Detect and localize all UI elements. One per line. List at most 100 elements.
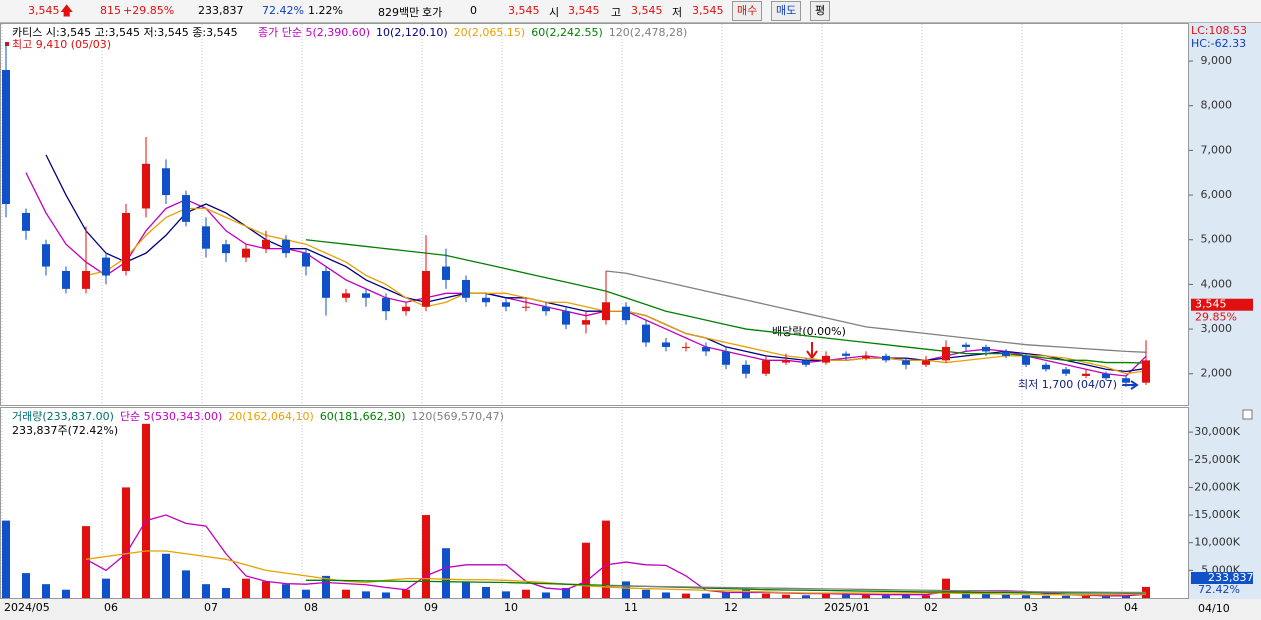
candle-body bbox=[182, 195, 190, 222]
turnover: 1.22% bbox=[308, 4, 343, 17]
candle-body bbox=[522, 306, 530, 308]
change: 815 bbox=[100, 4, 121, 17]
buy-button[interactable]: 매수 bbox=[732, 1, 763, 21]
candle-body bbox=[1102, 373, 1110, 379]
candle-body bbox=[902, 360, 910, 365]
y-tick-label: 6,000 bbox=[1201, 188, 1233, 201]
volume-bar bbox=[1022, 595, 1030, 598]
candle-body bbox=[22, 212, 30, 231]
x-tick-label: 2024/05 bbox=[4, 601, 50, 614]
y-tick-label: 4,000 bbox=[1201, 277, 1233, 290]
volume-bar bbox=[262, 581, 270, 598]
volume-ratio: 72.42% bbox=[262, 4, 304, 17]
volume-bar bbox=[102, 578, 110, 598]
volume-bar bbox=[302, 589, 310, 598]
volume-bar bbox=[742, 589, 750, 598]
legend-entry: 20(162,064,10) bbox=[228, 410, 314, 423]
candle-body bbox=[722, 351, 730, 365]
candle-body bbox=[102, 257, 110, 276]
volume-bar bbox=[902, 594, 910, 598]
high-label: 고 bbox=[611, 6, 622, 19]
y-tick-label: 3,000 bbox=[1201, 322, 1233, 335]
volume-bar bbox=[882, 595, 890, 598]
amount: 829백만 bbox=[378, 6, 420, 19]
candle-body bbox=[702, 346, 710, 352]
y-tick-label: 25,000K bbox=[1194, 453, 1240, 466]
hc-label: HC:-62.33 bbox=[1191, 37, 1246, 50]
x-tick-label: 08 bbox=[304, 601, 318, 614]
volume-bar bbox=[522, 589, 530, 598]
volume-bar bbox=[1082, 595, 1090, 598]
legend-entry: 10(2,120.10) bbox=[376, 26, 448, 39]
y-tick-label: 10,000K bbox=[1194, 536, 1240, 549]
volume-bar bbox=[702, 593, 710, 598]
candle-body bbox=[822, 355, 830, 363]
x-tick-label: 04 bbox=[1124, 601, 1138, 614]
candle-body bbox=[142, 163, 150, 209]
min-arrow bbox=[1122, 380, 1139, 390]
volume-bar bbox=[342, 589, 350, 598]
legend-entry: 60(181,662,30) bbox=[320, 410, 406, 423]
price: 3,545 bbox=[28, 4, 60, 17]
volume-bar bbox=[602, 520, 610, 598]
volume-bar bbox=[562, 588, 570, 598]
volume-marker-box bbox=[1191, 572, 1253, 584]
ma-line bbox=[306, 579, 1146, 594]
legend-entry: 120(569,570,47) bbox=[411, 410, 504, 423]
volume-panel bbox=[0, 407, 1189, 599]
candle-body bbox=[662, 342, 670, 347]
avg-button[interactable]: 평 bbox=[810, 1, 831, 21]
candle-body bbox=[322, 271, 330, 298]
volume-bar bbox=[922, 595, 930, 598]
ma-line bbox=[85, 550, 1146, 596]
top-bar: 3,545 🡅 815 +29.85% 233,837 72.42% 1.22%… bbox=[0, 0, 1261, 23]
volume-bar bbox=[362, 591, 370, 598]
volume-bar bbox=[502, 591, 510, 598]
candle-body bbox=[302, 253, 310, 267]
candle-body bbox=[982, 346, 990, 352]
candle-body bbox=[262, 239, 270, 249]
candle-body bbox=[1142, 360, 1150, 383]
volume-bar bbox=[442, 548, 450, 598]
volume-bar bbox=[222, 588, 230, 598]
candle-body bbox=[942, 346, 950, 361]
candle-body bbox=[82, 271, 90, 289]
current-price-box bbox=[1191, 298, 1253, 311]
candle-body bbox=[42, 244, 50, 267]
volume-bar bbox=[2, 520, 10, 598]
volume-bar bbox=[242, 578, 250, 598]
x-tick-label: 03 bbox=[1024, 601, 1038, 614]
x-tick-label: 02 bbox=[924, 601, 938, 614]
sell-button[interactable]: 매도 bbox=[771, 1, 802, 21]
volume-bar bbox=[322, 575, 330, 598]
legend-entry: 120(2,478,28) bbox=[609, 26, 688, 39]
candle-body bbox=[962, 344, 970, 347]
volume-bar bbox=[142, 423, 150, 598]
open: 3,545 bbox=[568, 4, 600, 17]
lc-label: LC:108.53 bbox=[1191, 24, 1247, 37]
exdiv-annotation: 배당락(0.00%) bbox=[772, 325, 846, 338]
exdiv-arrow bbox=[806, 342, 818, 360]
volume-bar bbox=[162, 553, 170, 598]
candle-body bbox=[642, 324, 650, 343]
y-tick-label: 8,000 bbox=[1201, 99, 1233, 112]
panel-button[interactable] bbox=[1242, 409, 1253, 420]
volume-bar bbox=[962, 591, 970, 598]
legend-entry: 단순 5(530,343.00) bbox=[120, 410, 222, 423]
max-annotation: 최고 9,410 (05/03) bbox=[12, 38, 111, 51]
candle-body bbox=[402, 306, 410, 312]
candle-body bbox=[742, 364, 750, 374]
volume-bar bbox=[22, 573, 30, 598]
volume-bar bbox=[202, 584, 210, 598]
candle-body bbox=[762, 360, 770, 374]
ma-line bbox=[605, 270, 1147, 353]
ma-line bbox=[25, 172, 1147, 377]
y-tick-label: 9,000 bbox=[1201, 54, 1233, 67]
candle-body bbox=[922, 360, 930, 365]
quote: 0 bbox=[470, 4, 477, 17]
candle-body bbox=[342, 293, 350, 298]
volume-info: 233,837주(72.42%) bbox=[12, 424, 118, 437]
candle-body bbox=[682, 346, 690, 348]
candle-body bbox=[442, 266, 450, 280]
